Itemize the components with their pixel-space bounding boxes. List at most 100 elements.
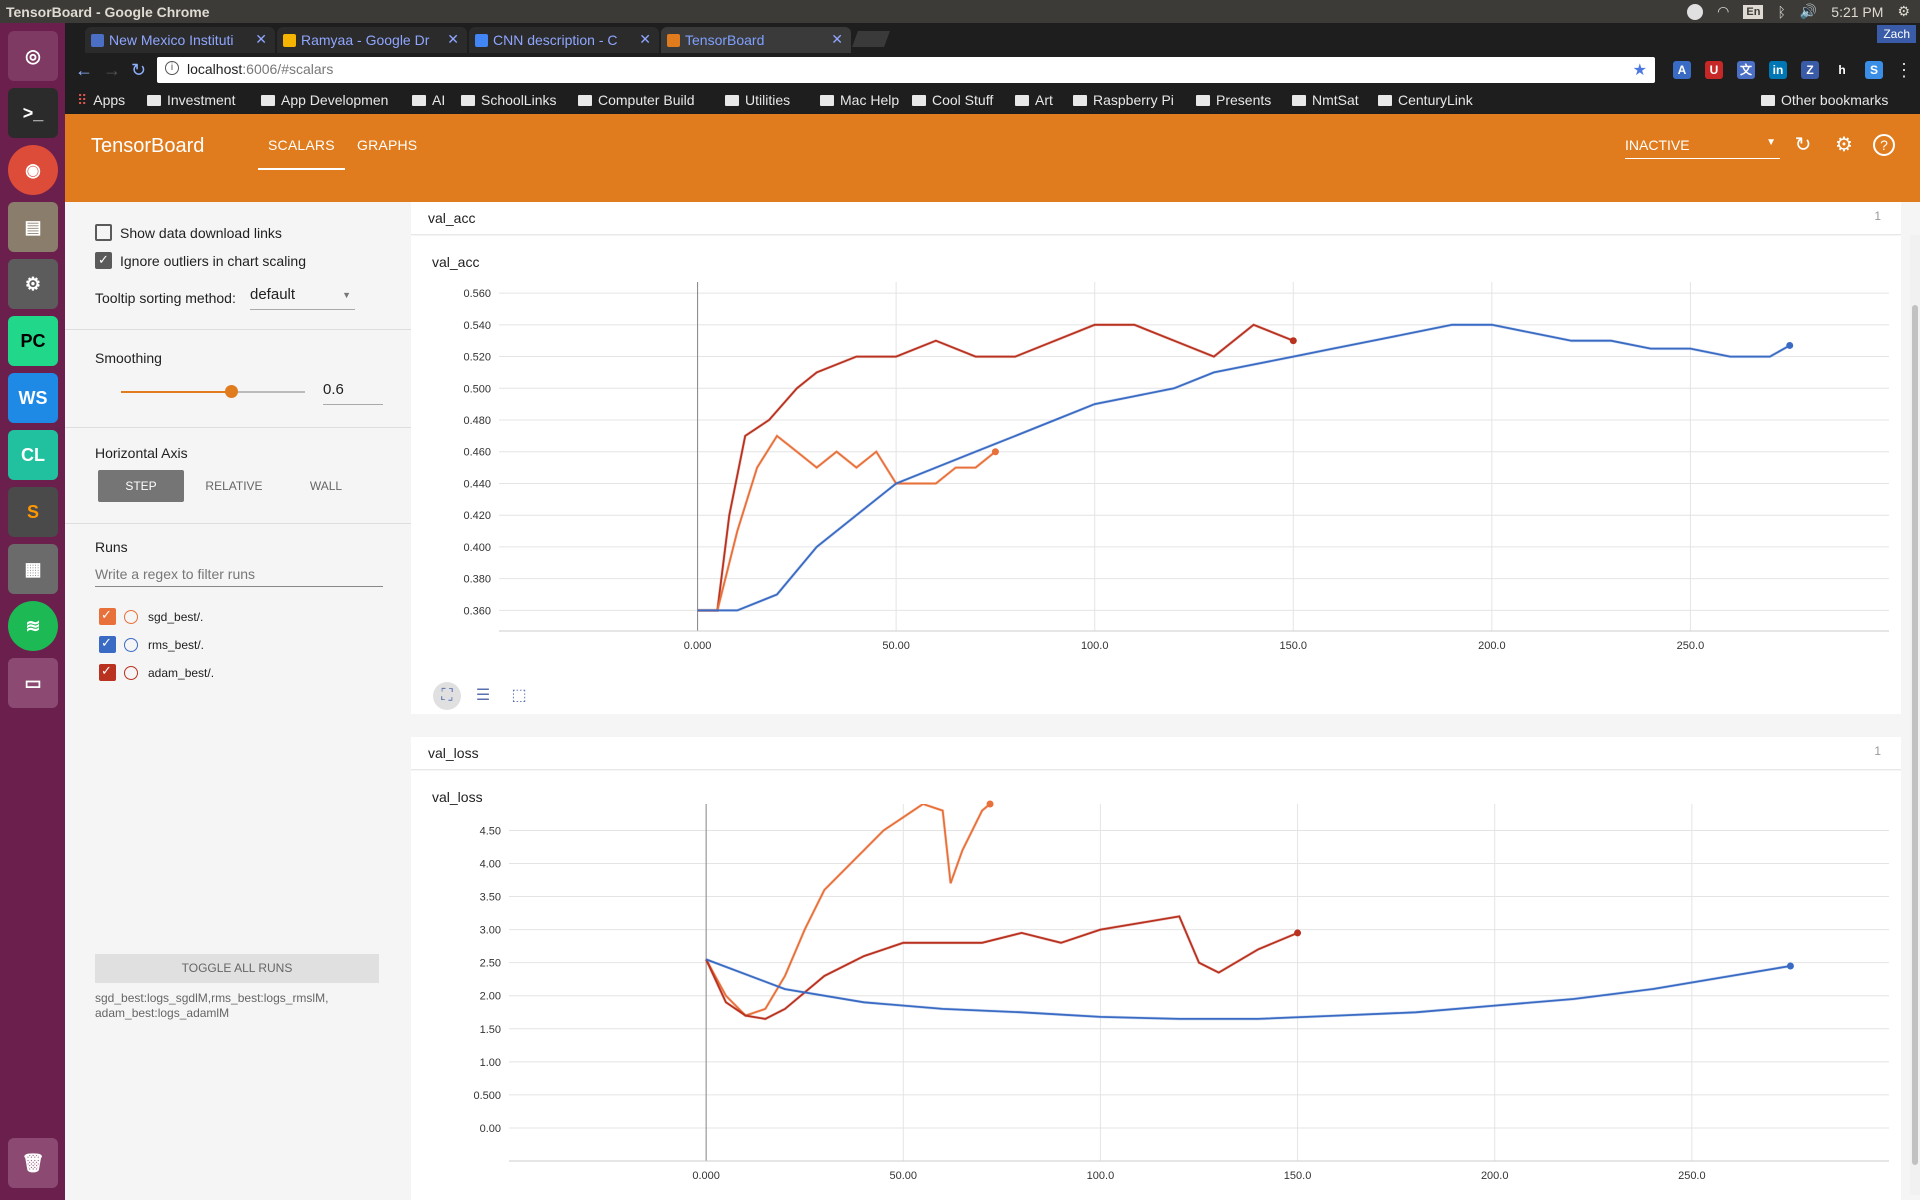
runs-filter-input[interactable]: Write a regex to filter runs bbox=[95, 563, 383, 587]
fit-domain-icon[interactable]: ⬚ bbox=[505, 682, 533, 710]
bookmark-folder[interactable]: CenturyLink bbox=[1378, 92, 1473, 108]
haxis-step-button[interactable]: STEP bbox=[98, 470, 184, 502]
bookmark-folder[interactable]: SchoolLinks bbox=[461, 92, 557, 108]
x-tick-label: 250.0 bbox=[1678, 1170, 1706, 1182]
tab-graphs[interactable]: GRAPHS bbox=[357, 137, 417, 153]
linkedin-extension-icon[interactable]: in bbox=[1769, 61, 1787, 79]
bookmark-apps[interactable]: ⠿ Apps bbox=[77, 92, 125, 109]
ignore-outliers-checkbox[interactable]: Ignore outliers in chart scaling bbox=[95, 252, 306, 269]
site-info-icon[interactable]: i bbox=[165, 61, 179, 75]
settings-gear-icon[interactable]: ⚙ bbox=[1897, 3, 1910, 20]
tooltip-sorting-select[interactable]: default ▼ bbox=[250, 286, 355, 310]
help-icon[interactable]: ? bbox=[1873, 134, 1895, 156]
sublime-text-icon[interactable]: S bbox=[8, 487, 58, 537]
close-tab-icon[interactable]: ✕ bbox=[447, 31, 459, 48]
bookmark-folder[interactable]: AI bbox=[412, 92, 445, 108]
run-item-sgd[interactable]: sgd_best/. bbox=[99, 608, 203, 625]
haxis-relative-button[interactable]: RELATIVE bbox=[191, 470, 277, 502]
volume-icon[interactable]: 🔊 bbox=[1800, 3, 1817, 20]
bookmark-folder[interactable]: Presents bbox=[1196, 92, 1271, 108]
browser-tab-active[interactable]: TensorBoard ✕ bbox=[661, 27, 851, 53]
bookmark-other[interactable]: Other bookmarks bbox=[1761, 92, 1888, 108]
s-extension-icon[interactable]: S bbox=[1865, 61, 1883, 79]
bookmark-folder[interactable]: Cool Stuff bbox=[912, 92, 993, 108]
expand-chart-icon[interactable]: ⛶ bbox=[433, 682, 461, 710]
file-manager-icon[interactable]: ▤ bbox=[8, 202, 58, 252]
smoothing-slider[interactable] bbox=[121, 391, 305, 393]
close-tab-icon[interactable]: ✕ bbox=[639, 31, 651, 48]
bookmark-star-icon[interactable]: ★ bbox=[1633, 60, 1647, 80]
bookmark-folder[interactable]: Computer Build bbox=[578, 92, 695, 108]
toggle-all-runs-button[interactable]: TOGGLE ALL RUNS bbox=[95, 954, 379, 983]
trash-icon[interactable]: 🗑 bbox=[8, 1138, 58, 1188]
bluetooth-icon[interactable]: ᛒ bbox=[1777, 4, 1785, 20]
profile-button[interactable]: Zach bbox=[1877, 25, 1916, 43]
run-color-radio-icon[interactable] bbox=[124, 610, 138, 624]
scrollbar[interactable] bbox=[1910, 235, 1920, 1195]
slider-knob[interactable] bbox=[225, 385, 238, 398]
val-acc-chart[interactable]: 0.360 0.380 0.400 0.420 0.440 0.460 0.480 0.500… bbox=[411, 236, 1901, 676]
chrome-icon[interactable]: ◉ bbox=[8, 145, 58, 195]
spotify-icon[interactable]: ≋ bbox=[8, 601, 58, 651]
system-settings-icon[interactable]: ⚙ bbox=[8, 259, 58, 309]
translate-extension-icon[interactable]: 文 bbox=[1737, 61, 1755, 79]
bookmark-folder[interactable]: Investment bbox=[147, 92, 235, 108]
bookmark-folder[interactable]: App Developmen bbox=[261, 92, 388, 108]
checkbox-icon bbox=[95, 224, 112, 241]
bookmark-folder[interactable]: Mac Help bbox=[820, 92, 899, 108]
ubuntu-dash-icon[interactable]: ◎ bbox=[8, 31, 58, 81]
clock[interactable]: 5:21 PM bbox=[1831, 4, 1883, 20]
window-title: TensorBoard - Google Chrome bbox=[6, 4, 210, 20]
keyboard-language-indicator[interactable]: En bbox=[1743, 5, 1763, 19]
close-tab-icon[interactable]: ✕ bbox=[831, 31, 843, 48]
tab-scalars[interactable]: SCALARS bbox=[268, 137, 335, 153]
haxis-wall-button[interactable]: WALL bbox=[283, 470, 369, 502]
y-tick-label: 0.500 bbox=[463, 383, 491, 395]
h-extension-icon[interactable]: h bbox=[1833, 61, 1851, 79]
browser-tab[interactable]: Ramyaa - Google Dr ✕ bbox=[277, 27, 467, 53]
run-status-dropdown[interactable]: INACTIVE ▼ bbox=[1625, 137, 1780, 159]
browser-tab[interactable]: New Mexico Instituti ✕ bbox=[85, 27, 275, 53]
bookmark-folder[interactable]: Raspberry Pi bbox=[1073, 92, 1174, 108]
chrome-menu-icon[interactable]: ⋮ bbox=[1895, 60, 1913, 81]
forward-arrow-icon[interactable]: → bbox=[103, 60, 121, 81]
terminal-icon[interactable]: >_ bbox=[8, 88, 58, 138]
z-extension-icon[interactable]: Z bbox=[1801, 61, 1819, 79]
new-tab-button[interactable] bbox=[852, 31, 890, 47]
series-end-point bbox=[1290, 337, 1297, 344]
address-bar[interactable]: i localhost:6006/#scalars ★ bbox=[157, 57, 1655, 83]
clion-icon[interactable]: CL bbox=[8, 430, 58, 480]
browser-tab[interactable]: CNN description - C ✕ bbox=[469, 27, 659, 53]
workspace-switcher-icon[interactable]: ▭ bbox=[8, 658, 58, 708]
chrome-tray-icon[interactable] bbox=[1687, 4, 1703, 20]
ublock-extension-icon[interactable]: U bbox=[1705, 61, 1723, 79]
card-header-val-loss[interactable]: val_loss 1 bbox=[411, 737, 1901, 770]
pycharm-icon[interactable]: PC bbox=[8, 316, 58, 366]
bookmark-folder[interactable]: Utilities bbox=[725, 92, 790, 108]
select-value: default bbox=[250, 286, 295, 303]
refresh-icon[interactable]: ↻ bbox=[1792, 134, 1814, 156]
val-loss-chart[interactable]: 0.00 0.500 1.00 1.50 2.00 2.50 3.00 3.50 4.00 4.5… bbox=[411, 771, 1901, 1200]
back-arrow-icon[interactable]: ← bbox=[75, 60, 93, 81]
run-item-rms[interactable]: rms_best/. bbox=[99, 636, 204, 653]
smoothing-value-input[interactable]: 0.6 bbox=[323, 381, 383, 405]
webstorm-icon[interactable]: WS bbox=[8, 373, 58, 423]
extension-icon[interactable]: A bbox=[1673, 61, 1691, 79]
card-header-val-acc[interactable]: val_acc 1 bbox=[411, 202, 1901, 235]
run-item-adam[interactable]: adam_best/. bbox=[99, 664, 214, 681]
show-download-links-checkbox[interactable]: Show data download links bbox=[95, 224, 282, 241]
settings-gear-icon[interactable]: ⚙ bbox=[1833, 134, 1855, 156]
calculator-icon[interactable]: ▦ bbox=[8, 544, 58, 594]
close-tab-icon[interactable]: ✕ bbox=[255, 31, 267, 48]
reload-icon[interactable]: ↻ bbox=[131, 60, 146, 81]
scrollbar-thumb[interactable] bbox=[1912, 305, 1918, 1165]
run-checkbox[interactable] bbox=[99, 636, 116, 653]
wifi-icon[interactable]: ◠ bbox=[1717, 3, 1729, 20]
run-checkbox[interactable] bbox=[99, 608, 116, 625]
run-checkbox[interactable] bbox=[99, 664, 116, 681]
run-color-radio-icon[interactable] bbox=[124, 638, 138, 652]
bookmark-folder[interactable]: NmtSat bbox=[1292, 92, 1359, 108]
run-color-radio-icon[interactable] bbox=[124, 666, 138, 680]
bookmark-folder[interactable]: Art bbox=[1015, 92, 1053, 108]
toggle-log-scale-icon[interactable]: ☰ bbox=[469, 682, 497, 710]
